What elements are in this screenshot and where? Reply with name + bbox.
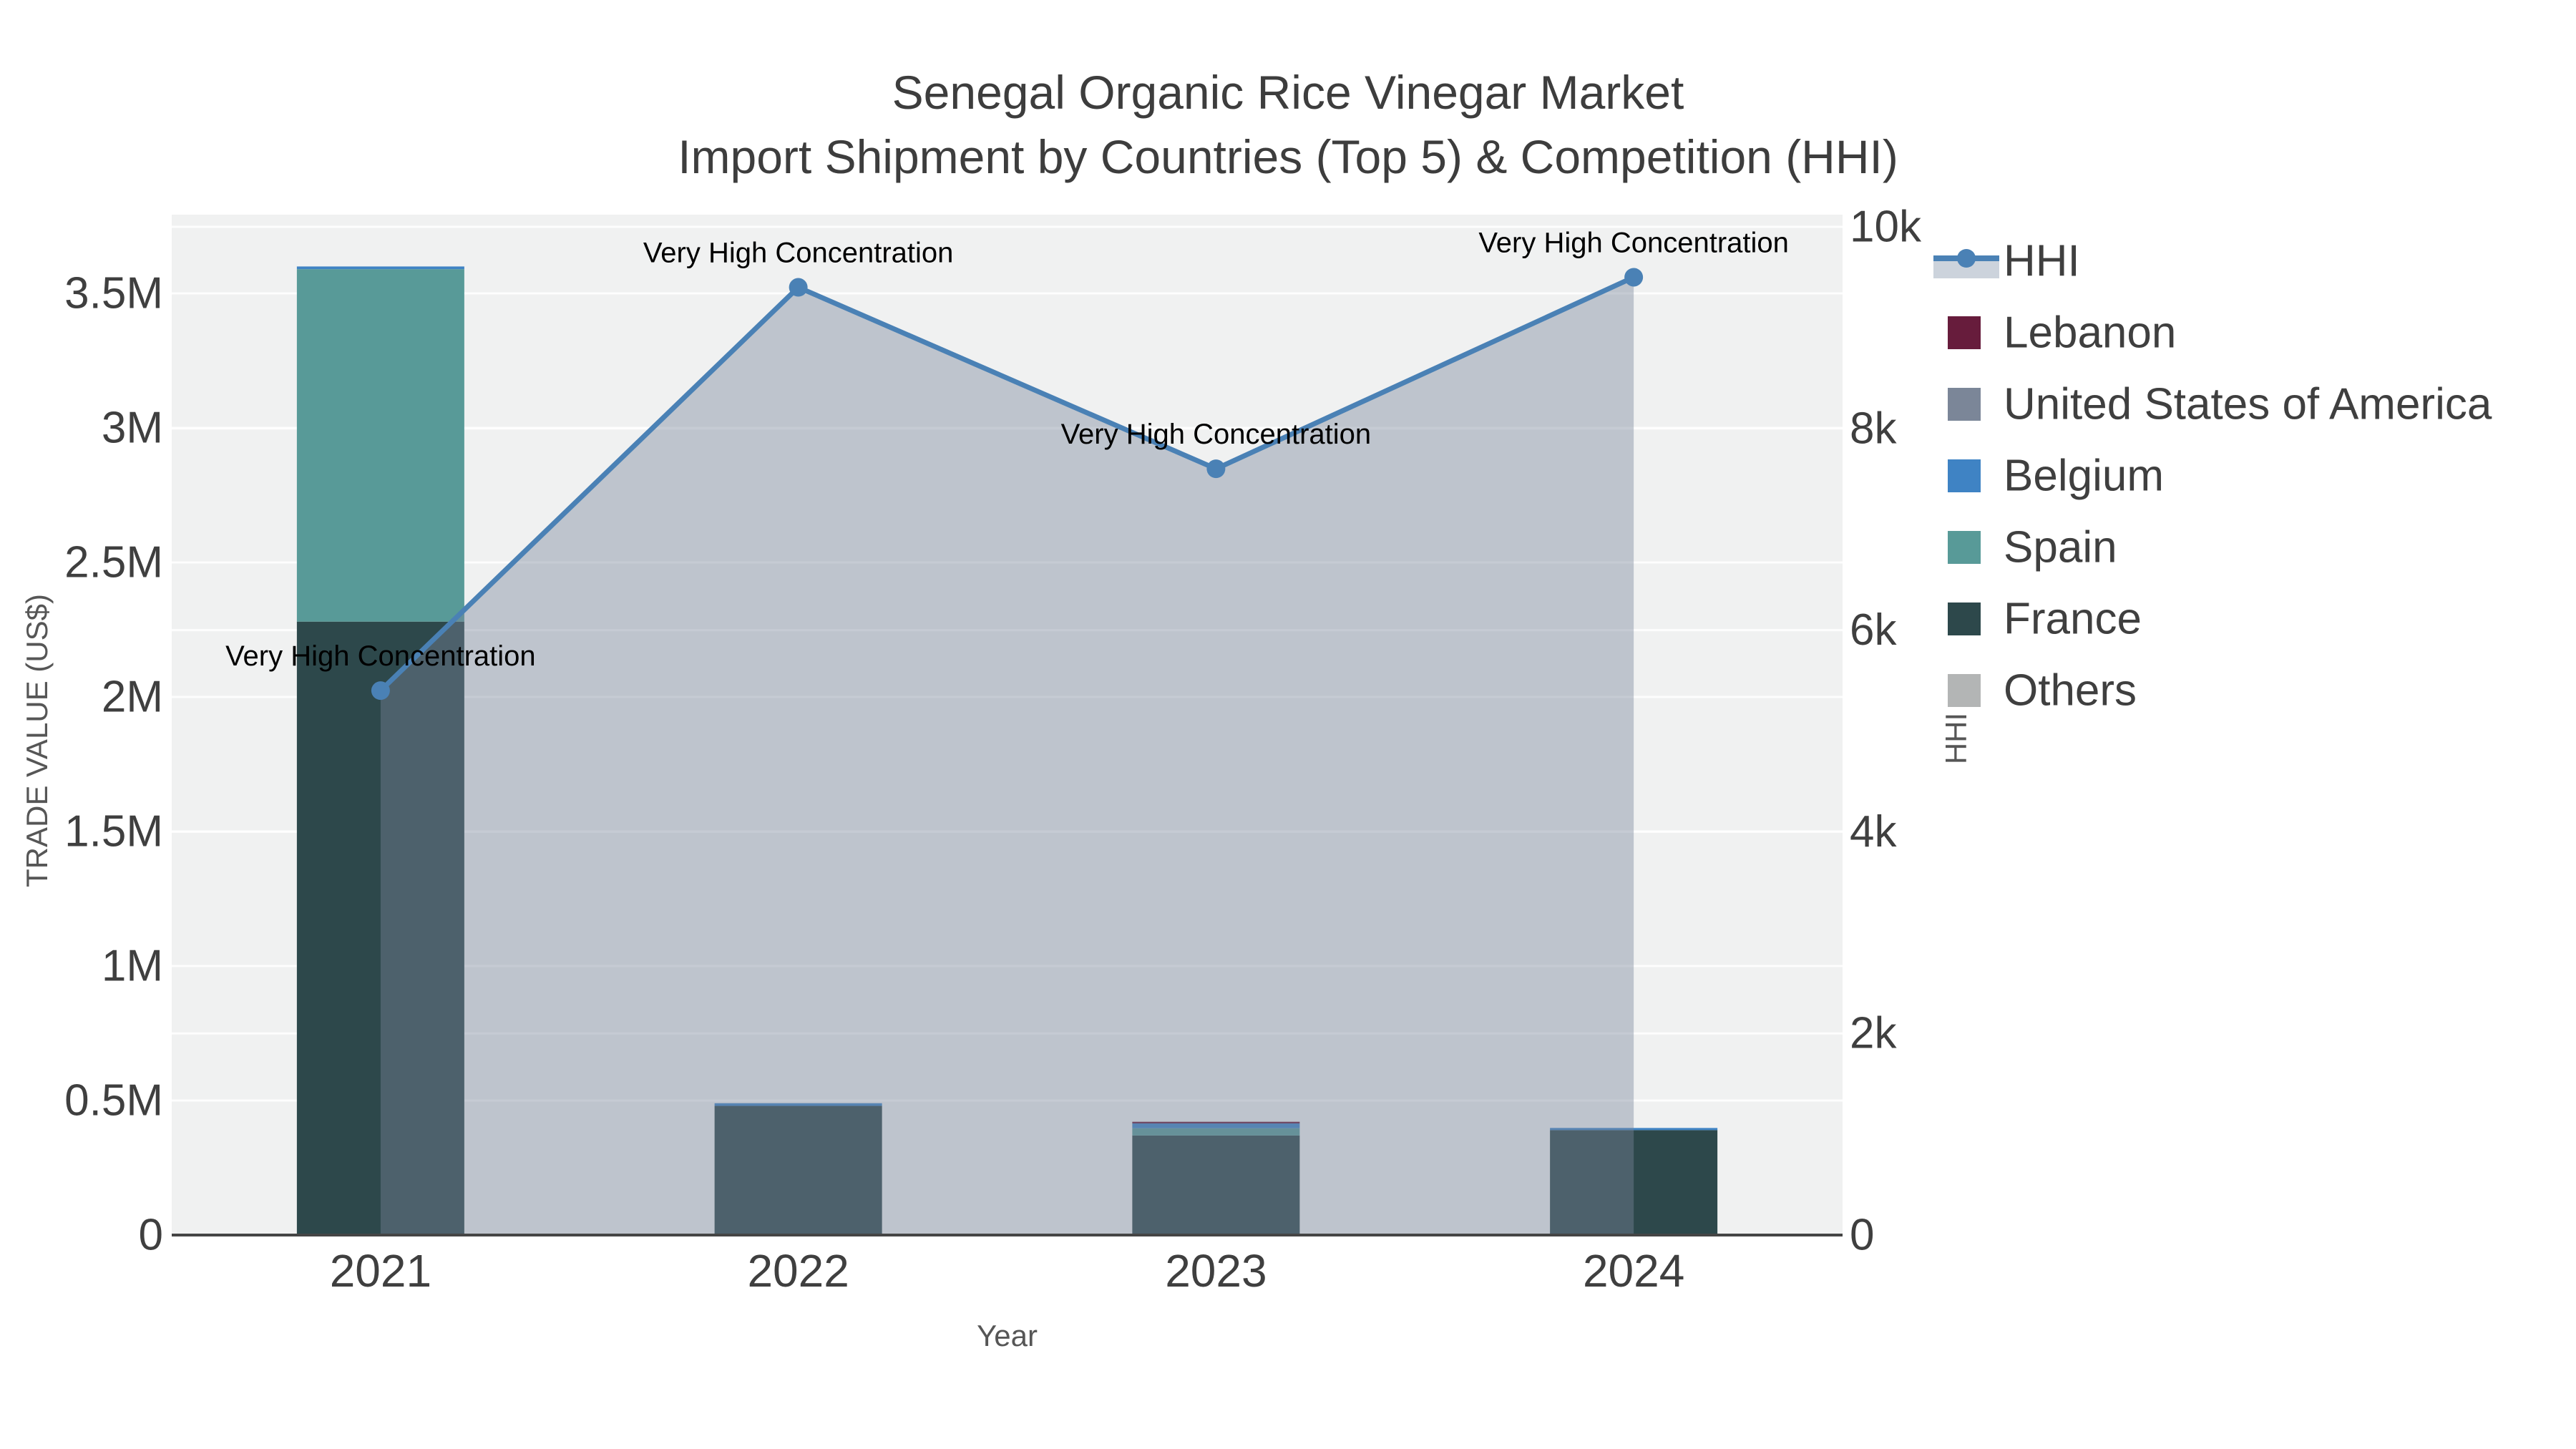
y-left-axis-title: TRADE VALUE (US$) bbox=[20, 594, 54, 887]
legend-swatch-others bbox=[1948, 674, 1981, 707]
legend-swatch-united-states-of-america bbox=[1948, 388, 1981, 421]
y-left-tick-1M: 1M bbox=[102, 942, 163, 991]
chart-title-line2: Import Shipment by Countries (Top 5) & C… bbox=[678, 130, 1898, 183]
legend-item-spain[interactable]: Spain bbox=[1948, 523, 2117, 572]
annotation-2021: Very High Concentration bbox=[225, 640, 536, 672]
y-left-tick-2M: 2M bbox=[102, 673, 163, 722]
bar-segment-2023-france[interactable] bbox=[1132, 1135, 1300, 1235]
y-right-tick-2k: 2k bbox=[1850, 1009, 1897, 1058]
bar-segment-2022-belgium[interactable] bbox=[714, 1103, 882, 1106]
x-tick-2022: 2022 bbox=[747, 1245, 849, 1297]
legend-label-lebanon: Lebanon bbox=[2004, 308, 2176, 358]
bar-segment-2024-france[interactable] bbox=[1550, 1130, 1718, 1235]
y-left-tick-2.5M: 2.5M bbox=[64, 538, 163, 587]
legend-hhi-marker bbox=[1957, 249, 1976, 268]
legend-swatch-belgium bbox=[1948, 459, 1981, 492]
x-tick-2024: 2024 bbox=[1583, 1245, 1684, 1297]
annotation-2024: Very High Concentration bbox=[1478, 227, 1789, 258]
legend-item-united-states-of-america[interactable]: United States of America bbox=[1948, 380, 2492, 429]
hhi-line bbox=[378, 274, 1636, 693]
chart-title-line1: Senegal Organic Rice Vinegar Market bbox=[892, 66, 1684, 119]
hhi-line-path bbox=[378, 274, 1636, 693]
legend-label-hhi: HHI bbox=[2004, 237, 2080, 286]
annotations: Very High Concentration Very High Concent… bbox=[225, 227, 1789, 672]
bar-segment-2022-france[interactable] bbox=[714, 1106, 882, 1235]
legend: HHI Lebanon United States of America Belgiu… bbox=[1933, 237, 2492, 716]
hhi-marker-2021[interactable] bbox=[371, 681, 390, 701]
hhi-marker-2024[interactable] bbox=[1624, 268, 1644, 287]
axes: 2021 2022 2023 2024 0 0.5M 1M 1.5M 2M 2.5M 3M 3.5M 0… bbox=[20, 203, 1973, 1353]
bar-segment-2024-belgium[interactable] bbox=[1550, 1128, 1718, 1131]
legend-item-france[interactable]: France bbox=[1948, 595, 2142, 644]
legend-swatch-france bbox=[1948, 602, 1981, 635]
y-right-tick-4k: 4k bbox=[1850, 807, 1897, 857]
y-right-axis-title: HHI bbox=[1939, 713, 1973, 764]
chart-title: Senegal Organic Rice Vinegar Market Impor… bbox=[678, 66, 1898, 183]
y-right-tick-0: 0 bbox=[1850, 1211, 1874, 1260]
bar-segment-2023-spain[interactable] bbox=[1132, 1128, 1300, 1136]
legend-item-lebanon[interactable]: Lebanon bbox=[1948, 308, 2176, 358]
y-left-tick-0: 0 bbox=[139, 1211, 163, 1260]
legend-swatch-spain bbox=[1948, 531, 1981, 564]
legend-item-others[interactable]: Others bbox=[1948, 666, 2137, 716]
x-tick-2023: 2023 bbox=[1165, 1245, 1267, 1297]
hhi-markers bbox=[371, 268, 1644, 701]
hhi-area bbox=[380, 277, 1634, 1236]
hhi-area-fill bbox=[380, 277, 1634, 1236]
x-tick-2021: 2021 bbox=[330, 1245, 431, 1297]
legend-label-france: France bbox=[2004, 595, 2142, 644]
y-left-tick-3M: 3M bbox=[102, 404, 163, 453]
hhi-marker-2022[interactable] bbox=[789, 278, 808, 297]
legend-label-others: Others bbox=[2004, 666, 2137, 716]
annotation-2022: Very High Concentration bbox=[643, 238, 954, 269]
y-left-tick-0.5M: 0.5M bbox=[64, 1076, 163, 1126]
legend-label-spain: Spain bbox=[2004, 523, 2117, 572]
annotation-2023: Very High Concentration bbox=[1061, 419, 1372, 450]
bar-series bbox=[296, 266, 1718, 1235]
legend-label-belgium: Belgium bbox=[2004, 452, 2164, 501]
bar-segment-2021-spain[interactable] bbox=[296, 269, 464, 622]
legend-label-united-states-of-america: United States of America bbox=[2004, 380, 2492, 429]
x-axis-title: Year bbox=[977, 1319, 1038, 1352]
bar-segment-2021-france[interactable] bbox=[296, 621, 464, 1235]
hhi-marker-2023[interactable] bbox=[1206, 459, 1226, 479]
y-left-tick-3.5M: 3.5M bbox=[64, 269, 163, 318]
y-right-tick-10k: 10k bbox=[1850, 203, 1922, 252]
y-right-tick-6k: 6k bbox=[1850, 605, 1897, 655]
bar-segment-2023-lebanon[interactable] bbox=[1132, 1121, 1300, 1123]
y-left-tick-1.5M: 1.5M bbox=[64, 807, 163, 857]
bar-segment-2021-belgium[interactable] bbox=[296, 266, 464, 270]
y-right-tick-8k: 8k bbox=[1850, 404, 1897, 453]
legend-item-belgium[interactable]: Belgium bbox=[1948, 452, 2164, 501]
bar-segment-2023-belgium[interactable] bbox=[1132, 1123, 1300, 1128]
legend-swatch-lebanon bbox=[1948, 316, 1981, 349]
legend-item-hhi[interactable]: HHI bbox=[1933, 237, 2080, 286]
